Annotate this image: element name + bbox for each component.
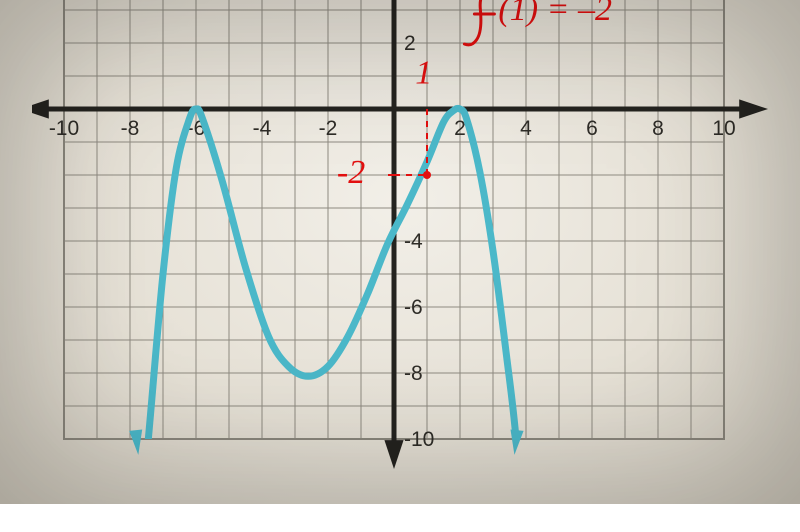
annot-neg2-label: -2: [337, 154, 365, 191]
x-tick-label: -10: [49, 117, 79, 140]
y-tick-label: -4: [404, 230, 423, 253]
x-tick-label: 8: [652, 117, 664, 140]
coordinate-graph: -10-8-6-4-224681042-4-6-8-10 1-2(1) = –2: [32, 0, 768, 492]
x-tick-label: -4: [253, 117, 272, 140]
x-tick-label: 10: [712, 117, 735, 140]
annot-one-label: 1: [415, 54, 432, 91]
graph-svg: -10-8-6-4-224681042-4-6-8-10 1-2(1) = –2: [32, 0, 768, 532]
annot-equation-text: (1) = –2: [498, 0, 612, 28]
x-tick-label: -8: [121, 117, 140, 140]
x-tick-label: -2: [319, 117, 338, 140]
y-tick-label: -10: [404, 428, 434, 451]
y-tick-label: -8: [404, 362, 423, 385]
y-tick-label: -6: [404, 296, 423, 319]
y-tick-label: 2: [404, 32, 416, 55]
x-tick-label: 6: [586, 117, 598, 140]
annot-f-glyph: [464, 0, 494, 45]
x-tick-label: 4: [520, 117, 532, 140]
